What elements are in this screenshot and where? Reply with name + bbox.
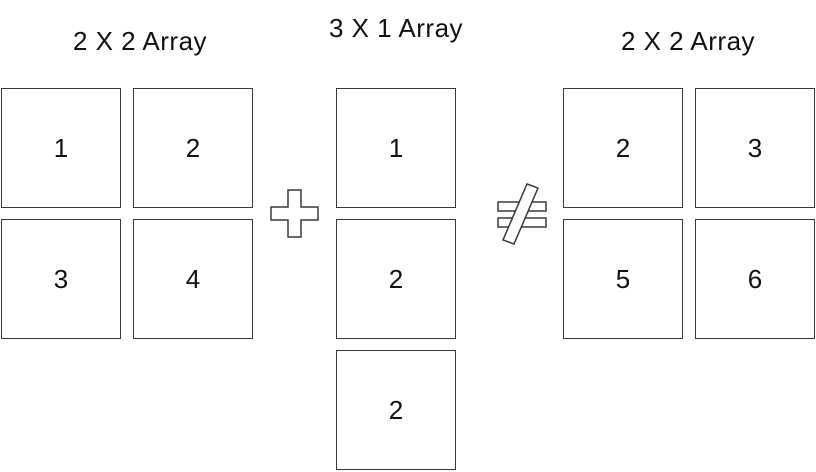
middle-array-cell-1: 1 [336, 88, 456, 208]
right-array-title: 2 X 2 Array [620, 26, 756, 56]
right-array-cell-4: 6 [695, 219, 815, 339]
plus-icon [270, 189, 319, 238]
right-array-cell-2: 3 [695, 88, 815, 208]
left-array-cell-2: 2 [133, 88, 253, 208]
left-array-title: 2 X 2 Array [72, 26, 208, 56]
middle-array-cell-3: 2 [336, 350, 456, 470]
not-equal-icon [497, 183, 547, 245]
left-array-cell-4: 4 [133, 219, 253, 339]
middle-array-title: 3 X 1 Array [328, 13, 464, 43]
left-array-cell-3: 3 [1, 219, 121, 339]
right-array-cell-3: 5 [563, 219, 683, 339]
middle-array-cell-2: 2 [336, 219, 456, 339]
left-array-cell-1: 1 [1, 88, 121, 208]
right-array-cell-1: 2 [563, 88, 683, 208]
